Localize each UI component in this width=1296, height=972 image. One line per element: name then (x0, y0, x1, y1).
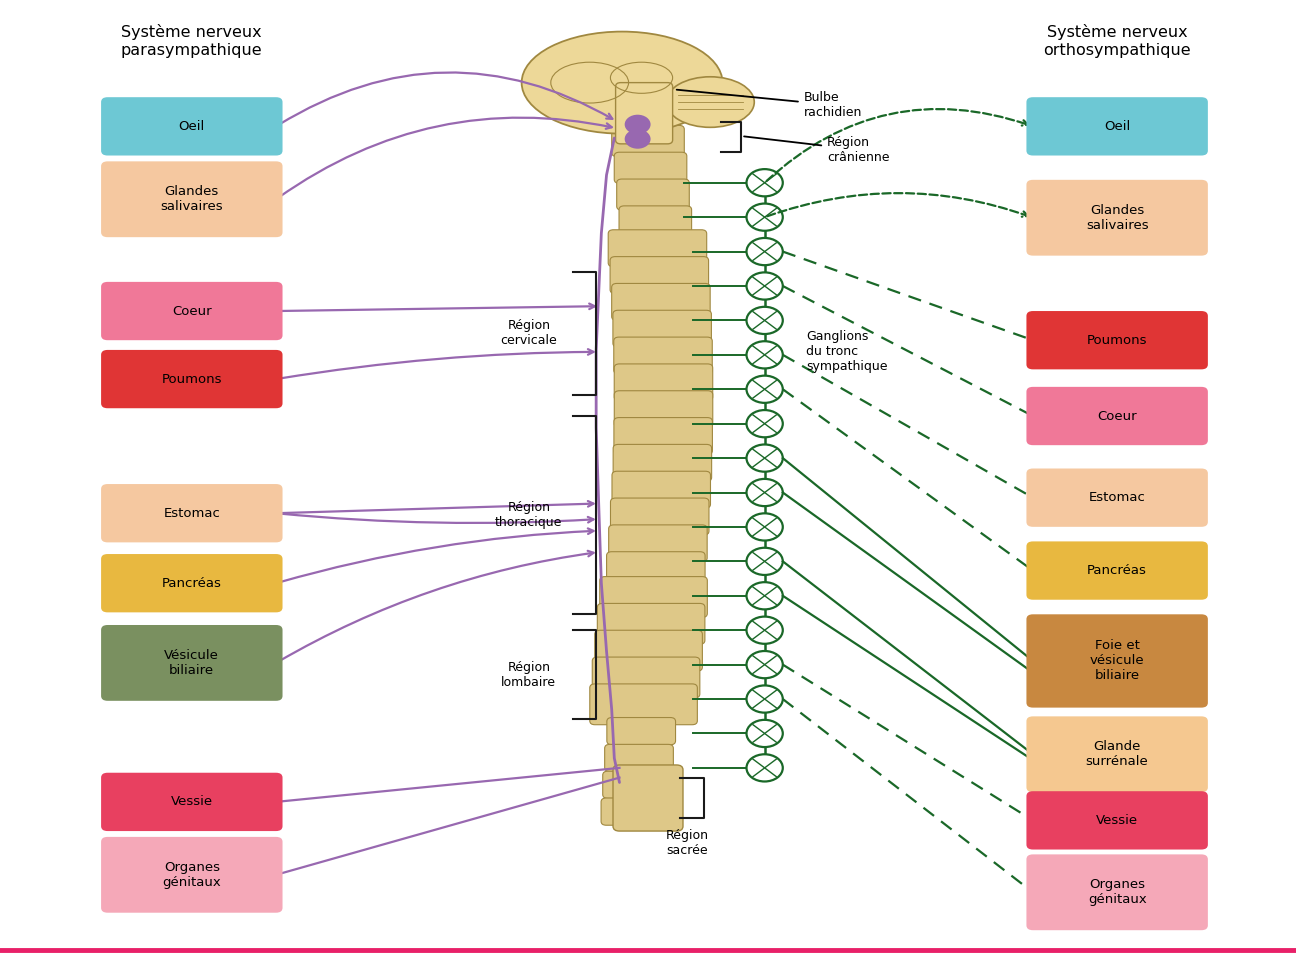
FancyBboxPatch shape (101, 282, 283, 340)
Text: Région
cervicale: Région cervicale (500, 320, 557, 347)
FancyBboxPatch shape (1026, 469, 1208, 527)
Text: Vessie: Vessie (1096, 814, 1138, 827)
Text: Région
sacrée: Région sacrée (665, 829, 709, 856)
FancyBboxPatch shape (101, 625, 283, 701)
Text: Organes
génitaux: Organes génitaux (1087, 879, 1147, 906)
Text: Coeur: Coeur (172, 304, 211, 318)
Text: Pancréas: Pancréas (1087, 564, 1147, 577)
Text: Estomac: Estomac (163, 506, 220, 520)
Text: Poumons: Poumons (162, 372, 222, 386)
Circle shape (746, 238, 783, 265)
Text: Région
thoracique: Région thoracique (495, 502, 562, 529)
FancyBboxPatch shape (601, 798, 670, 825)
FancyBboxPatch shape (614, 391, 713, 428)
FancyBboxPatch shape (1026, 97, 1208, 156)
Text: Vessie: Vessie (171, 795, 213, 809)
FancyBboxPatch shape (1026, 614, 1208, 708)
Text: Estomac: Estomac (1089, 491, 1146, 504)
FancyBboxPatch shape (597, 604, 705, 644)
Text: Oeil: Oeil (1104, 120, 1130, 133)
FancyBboxPatch shape (613, 765, 683, 831)
FancyBboxPatch shape (614, 337, 713, 374)
FancyBboxPatch shape (608, 229, 706, 266)
Text: Oeil: Oeil (179, 120, 205, 133)
FancyBboxPatch shape (603, 771, 671, 798)
FancyBboxPatch shape (1026, 311, 1208, 369)
FancyBboxPatch shape (1026, 387, 1208, 445)
FancyBboxPatch shape (612, 284, 710, 321)
FancyBboxPatch shape (610, 257, 709, 294)
Text: Pancréas: Pancréas (162, 576, 222, 590)
Text: Bulbe
rachidien: Bulbe rachidien (677, 89, 862, 119)
Circle shape (746, 616, 783, 643)
Ellipse shape (666, 77, 754, 127)
Circle shape (746, 375, 783, 402)
Text: Région
crânienne: Région crânienne (744, 136, 889, 163)
FancyBboxPatch shape (605, 745, 674, 772)
Text: Poumons: Poumons (1087, 333, 1147, 347)
Circle shape (746, 720, 783, 747)
Text: Vésicule
biliaire: Vésicule biliaire (165, 649, 219, 677)
Circle shape (746, 651, 783, 678)
Circle shape (746, 513, 783, 540)
Circle shape (746, 444, 783, 471)
FancyBboxPatch shape (101, 350, 283, 408)
Circle shape (746, 307, 783, 334)
Text: Ganglions
du tronc
sympathique: Ganglions du tronc sympathique (806, 330, 888, 373)
FancyBboxPatch shape (101, 484, 283, 542)
FancyBboxPatch shape (610, 498, 709, 535)
Circle shape (746, 341, 783, 368)
Circle shape (746, 203, 783, 230)
Text: Organes
génitaux: Organes génitaux (162, 861, 222, 888)
Text: Foie et
vésicule
biliaire: Foie et vésicule biliaire (1090, 640, 1144, 682)
FancyBboxPatch shape (614, 153, 687, 184)
FancyBboxPatch shape (616, 83, 673, 144)
FancyBboxPatch shape (609, 525, 708, 562)
Circle shape (625, 115, 651, 134)
Text: Glandes
salivaires: Glandes salivaires (1086, 204, 1148, 231)
Circle shape (746, 169, 783, 196)
FancyBboxPatch shape (1026, 791, 1208, 850)
Text: Coeur: Coeur (1098, 409, 1137, 423)
FancyBboxPatch shape (600, 576, 708, 617)
Circle shape (746, 685, 783, 712)
FancyBboxPatch shape (614, 364, 713, 400)
Circle shape (746, 582, 783, 609)
FancyBboxPatch shape (1026, 180, 1208, 256)
Circle shape (746, 410, 783, 437)
Text: Système nerveux
parasympathique: Système nerveux parasympathique (121, 24, 263, 57)
FancyBboxPatch shape (590, 684, 697, 725)
FancyBboxPatch shape (592, 657, 700, 698)
FancyBboxPatch shape (101, 773, 283, 831)
FancyBboxPatch shape (607, 717, 675, 745)
FancyBboxPatch shape (1026, 854, 1208, 930)
Circle shape (746, 754, 783, 781)
FancyBboxPatch shape (101, 554, 283, 612)
FancyBboxPatch shape (607, 552, 705, 589)
Circle shape (746, 479, 783, 506)
Text: Région
lombaire: Région lombaire (502, 661, 556, 688)
FancyBboxPatch shape (612, 125, 684, 156)
FancyBboxPatch shape (595, 630, 702, 671)
FancyBboxPatch shape (614, 418, 713, 455)
FancyBboxPatch shape (613, 310, 712, 347)
FancyBboxPatch shape (101, 161, 283, 237)
Circle shape (625, 129, 651, 149)
FancyBboxPatch shape (619, 206, 692, 237)
Ellipse shape (521, 32, 723, 133)
Circle shape (746, 548, 783, 575)
Circle shape (746, 272, 783, 299)
FancyBboxPatch shape (1026, 716, 1208, 792)
FancyBboxPatch shape (101, 97, 283, 156)
Text: Glandes
salivaires: Glandes salivaires (161, 186, 223, 213)
FancyBboxPatch shape (612, 471, 710, 508)
Text: Glande
surrénale: Glande surrénale (1086, 741, 1148, 768)
FancyBboxPatch shape (613, 444, 712, 481)
FancyBboxPatch shape (617, 179, 689, 210)
FancyBboxPatch shape (1026, 541, 1208, 600)
Text: Système nerveux
orthosympathique: Système nerveux orthosympathique (1043, 24, 1191, 57)
FancyBboxPatch shape (101, 837, 283, 913)
